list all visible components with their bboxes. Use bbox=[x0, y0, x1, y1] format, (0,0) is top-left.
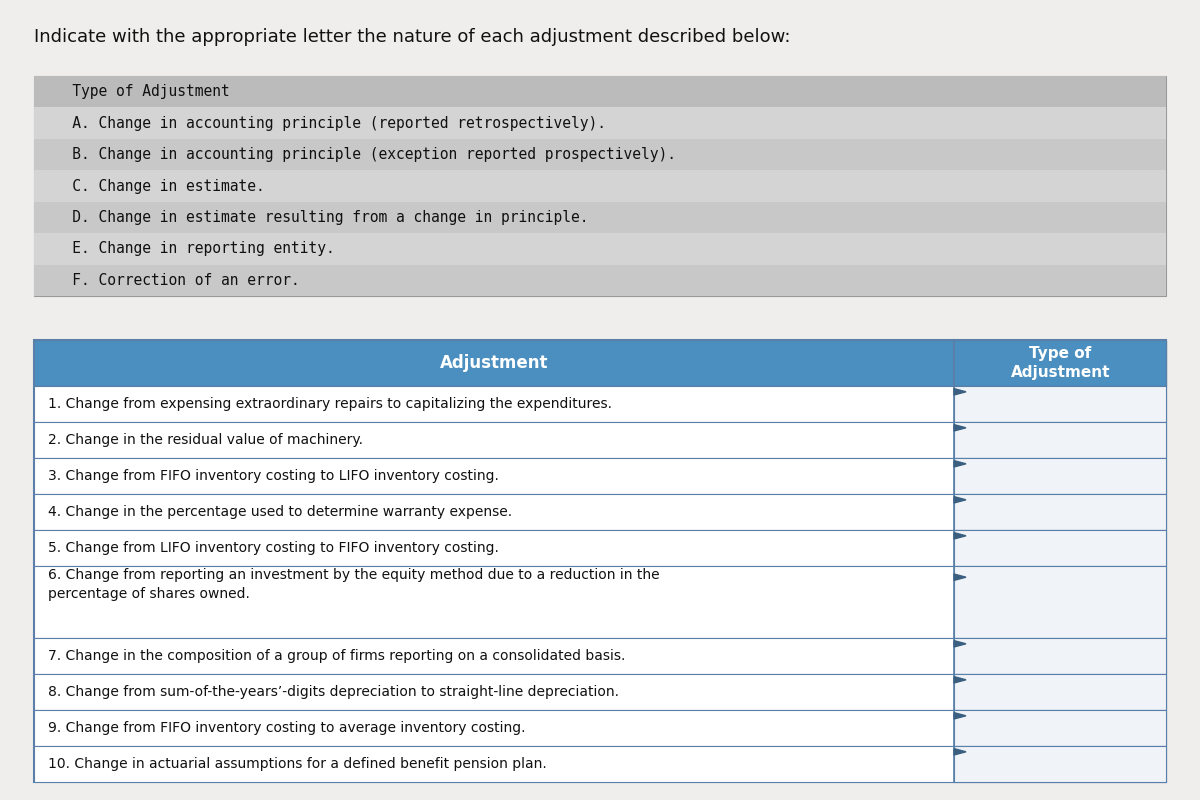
Text: 3. Change from FIFO inventory costing to LIFO inventory costing.: 3. Change from FIFO inventory costing to… bbox=[48, 470, 499, 483]
Text: 6. Change from reporting an investment by the equity method due to a reduction i: 6. Change from reporting an investment b… bbox=[48, 568, 660, 601]
Text: Indicate with the appropriate letter the nature of each adjustment described bel: Indicate with the appropriate letter the… bbox=[34, 28, 790, 46]
Text: 4. Change in the percentage used to determine warranty expense.: 4. Change in the percentage used to dete… bbox=[48, 506, 512, 519]
Text: E. Change in reporting entity.: E. Change in reporting entity. bbox=[46, 242, 335, 256]
Text: 7. Change in the composition of a group of firms reporting on a consolidated bas: 7. Change in the composition of a group … bbox=[48, 650, 625, 663]
Text: Type of Adjustment: Type of Adjustment bbox=[46, 84, 229, 99]
Text: Type of
Adjustment: Type of Adjustment bbox=[1010, 346, 1110, 380]
Text: A. Change in accounting principle (reported retrospectively).: A. Change in accounting principle (repor… bbox=[46, 116, 606, 130]
Text: C. Change in estimate.: C. Change in estimate. bbox=[46, 178, 264, 194]
Text: 1. Change from expensing extraordinary repairs to capitalizing the expenditures.: 1. Change from expensing extraordinary r… bbox=[48, 398, 612, 411]
Text: 5. Change from LIFO inventory costing to FIFO inventory costing.: 5. Change from LIFO inventory costing to… bbox=[48, 542, 499, 555]
Text: 9. Change from FIFO inventory costing to average inventory costing.: 9. Change from FIFO inventory costing to… bbox=[48, 722, 526, 735]
Text: D. Change in estimate resulting from a change in principle.: D. Change in estimate resulting from a c… bbox=[46, 210, 588, 225]
Text: Adjustment: Adjustment bbox=[439, 354, 548, 372]
Text: B. Change in accounting principle (exception reported prospectively).: B. Change in accounting principle (excep… bbox=[46, 147, 676, 162]
Text: 10. Change in actuarial assumptions for a defined benefit pension plan.: 10. Change in actuarial assumptions for … bbox=[48, 758, 547, 771]
Text: 8. Change from sum-of-the-years’-digits depreciation to straight-line depreciati: 8. Change from sum-of-the-years’-digits … bbox=[48, 686, 619, 699]
Text: F. Correction of an error.: F. Correction of an error. bbox=[46, 273, 299, 288]
Text: 2. Change in the residual value of machinery.: 2. Change in the residual value of machi… bbox=[48, 434, 364, 447]
